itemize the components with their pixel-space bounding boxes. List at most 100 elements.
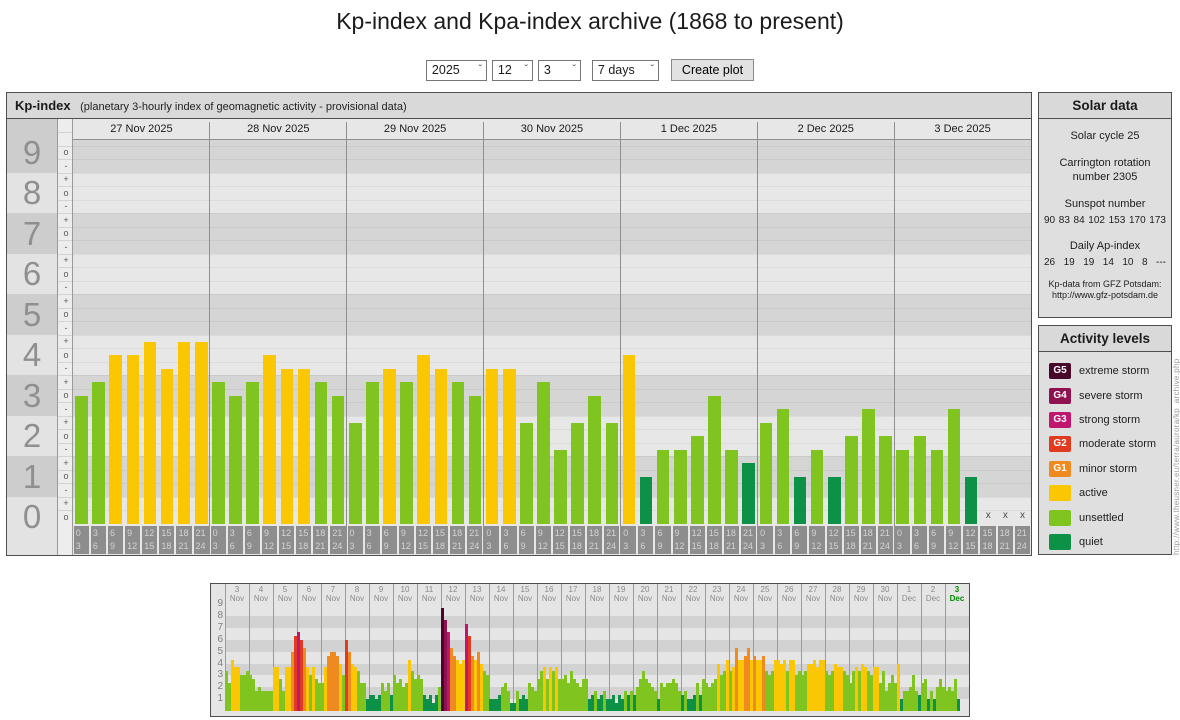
mini-kp-bar [651,687,654,711]
range-select[interactable]: 7 days ˇ [591,59,659,81]
mini-day-label: 25 Nov [757,585,773,603]
mini-kp-bar [429,695,432,711]
kp-y-band [7,294,57,335]
hour-label: 15 18 [706,526,722,554]
kp-gridline [73,429,1031,431]
mini-kp-bar [264,691,267,711]
mini-kp-bar [915,691,918,711]
create-plot-button[interactable]: Create plot [670,59,755,81]
mini-kp-bar [801,675,804,711]
kp-bar [537,382,550,524]
mini-kp-bar [627,695,630,711]
mini-day-divider [609,584,610,711]
mini-day-label: 4 Nov [253,585,269,603]
day-select[interactable]: 3 ˇ [537,59,581,81]
kp-gridline [73,469,1031,471]
mini-kp-bar [888,683,891,711]
kp-subtick-label: o [63,471,69,482]
activity-level-label: moderate storm [1079,438,1157,451]
mini-kp-bar [462,659,465,711]
mini-kp-bar [234,667,237,711]
mini-day-divider [633,584,634,711]
mini-day-divider [393,584,394,711]
kp-subtick-line [58,240,72,242]
mini-kp-bar [834,663,837,711]
kp-bar [520,422,533,524]
mini-kp-bar [591,695,594,711]
mini-kp-bar [903,691,906,711]
mini-kp-bar [387,683,390,711]
mini-kp-bar [246,671,249,711]
mini-kp-bar [837,667,840,711]
kp-bar [92,382,105,524]
mini-kp-bar [735,647,738,711]
sunspot-value: 84 [1073,215,1085,226]
mini-day-divider [657,584,658,711]
kp-subtick-line [58,145,72,147]
kp-subtick-label: + [63,214,69,225]
kp-bar [143,341,157,524]
kp-plot-area: 27 Nov 2025 0 3 3 6 6 9 9 12 12 15 15 18 18 21 21 24 28 N… [73,119,1031,555]
hour-label: 9 12 [809,526,825,554]
kp-gridline [73,294,1031,296]
activity-level-swatch: G3 [1049,411,1071,428]
kp-subtick-label: + [63,255,69,266]
kp-day-date-label: 1 Dec 2025 [660,123,717,135]
hour-label: 21 24 [740,526,757,554]
sunspot-value: 90 [1044,215,1056,226]
mini-kp-bar [939,679,942,711]
ap-value: 26 [1044,257,1056,268]
kp-gridline [73,307,1031,309]
watermark-url: http://www.theusner.eu/terra/aurora/kp_a… [1172,358,1180,555]
mini-day-divider [729,584,730,711]
chevron-down-icon: ˇ [478,64,482,75]
kp-index-panel: Kp-index (planetary 3-hourly index of ge… [6,92,1032,556]
kp-missing-marker: x [1019,510,1025,521]
mini-kp-bar [855,667,858,711]
mini-kp-bar [552,671,555,711]
kp-y-band [7,456,57,497]
mini-kp-bar [657,699,660,711]
kp-bar [246,382,259,524]
solar-data-panel: Solar data Solar cycle 25 Carrington rot… [1038,92,1172,318]
kp-subtick-label: + [63,376,69,387]
year-select[interactable]: 2025 ˇ [425,59,487,81]
kp-day-divider [756,122,758,554]
month-select[interactable]: 12 ˇ [491,59,533,81]
kp-subtick-label: + [63,174,69,185]
kp-bar [622,355,636,524]
kp-bar [297,368,311,524]
activity-level-swatch: G1 [1049,460,1071,477]
mini-kp-bar [927,699,930,711]
mini-kp-bar [954,679,957,711]
kp-bar [485,368,499,524]
mini-day-label: 23 Nov [709,585,725,603]
kp-subtick-label: + [63,336,69,347]
mini-day-label: 15 Nov [517,585,533,603]
mini-kp-bar [414,679,417,711]
activity-level-swatch [1049,509,1071,526]
mini-kp-bar [315,679,318,711]
mini-kp-bar [489,699,492,711]
mini-kp-bar [441,608,444,711]
mini-kp-bar [933,699,936,711]
mini-day-divider [249,584,250,711]
kp-y-number: 3 [22,376,42,414]
activity-level-label: severe storm [1079,389,1143,402]
kp-subtick-line [58,253,72,255]
hour-label: 18 21 [587,526,603,554]
kp-y-band [7,172,57,214]
mini-kp-bar [876,667,879,711]
mini-day-divider [897,584,898,711]
mini-kp-bar [630,691,633,711]
kp-subtick-label: - [64,241,68,252]
sunspot-value: 153 [1108,215,1126,226]
mini-kp-bar [822,659,825,711]
mini-kp-bar [423,695,426,711]
mini-kp-bar [789,659,792,711]
kp-plot-band [73,294,1031,335]
mini-kp-bar [924,679,927,711]
kp-day-date-label: 27 Nov 2025 [110,123,173,135]
